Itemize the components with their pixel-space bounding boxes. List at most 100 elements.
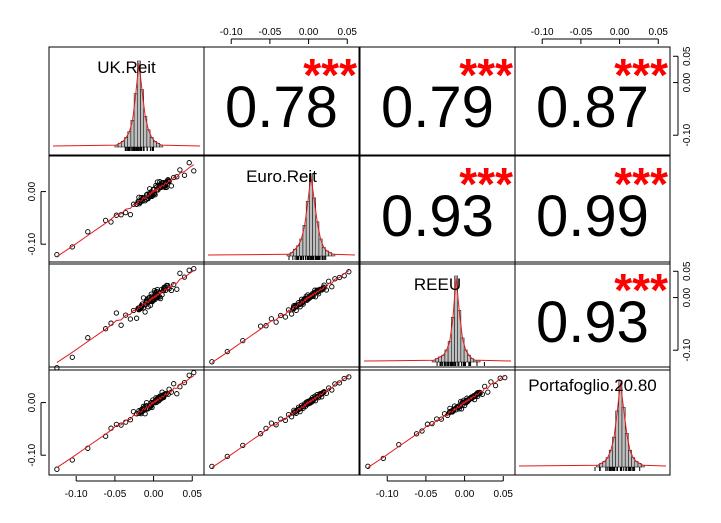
scatter-point bbox=[133, 315, 140, 321]
correlation-value: 0.87 bbox=[536, 75, 649, 140]
scatter-point bbox=[69, 244, 75, 250]
scatter-point bbox=[127, 211, 134, 218]
scatter-point bbox=[142, 309, 148, 315]
smooth-line bbox=[367, 375, 506, 469]
tick-label: -0.10 bbox=[27, 232, 38, 255]
scatter-point bbox=[209, 359, 215, 365]
scatter-point bbox=[285, 411, 292, 418]
scatter-point bbox=[462, 400, 468, 406]
scatter-point bbox=[419, 428, 425, 434]
scatter-point bbox=[341, 375, 347, 382]
panel-1-3: 0.99*** bbox=[514, 155, 671, 265]
tick-label: -0.10 bbox=[27, 443, 38, 466]
scatter-point bbox=[174, 286, 180, 292]
variable-label: Portafoglio.20.80 bbox=[528, 376, 657, 395]
scatter-point bbox=[450, 408, 457, 414]
smooth-line bbox=[56, 164, 195, 258]
panel-frame bbox=[203, 155, 360, 265]
tick-label: 0.05 bbox=[494, 489, 514, 500]
panel-1-0 bbox=[48, 155, 205, 265]
smooth-line bbox=[211, 375, 350, 469]
scatter-point bbox=[171, 281, 177, 288]
smooth-line bbox=[56, 270, 195, 364]
tick-label: 0.00 bbox=[682, 287, 693, 307]
scatter-point bbox=[144, 405, 150, 411]
panel-0-2: 0.79*** bbox=[359, 46, 516, 156]
scatter-point bbox=[257, 431, 264, 437]
panel-1-2: 0.93*** bbox=[359, 155, 516, 265]
panel-0-0: UK.Reit bbox=[48, 46, 205, 156]
correlation-value: 0.93 bbox=[381, 184, 494, 249]
scatter-point bbox=[492, 382, 499, 389]
panel-frame bbox=[514, 366, 671, 476]
scatter-point bbox=[469, 395, 475, 402]
tick-label: 0.05 bbox=[338, 27, 358, 38]
scatter-point bbox=[118, 212, 124, 218]
scatter-point bbox=[455, 404, 461, 411]
axis-left: -0.10 0.00 bbox=[27, 181, 46, 256]
panel-frame bbox=[48, 261, 205, 371]
tick-label: 0.00 bbox=[299, 27, 319, 38]
tick-label: 0.00 bbox=[27, 181, 38, 201]
scatter-point bbox=[113, 310, 120, 316]
axis-top: -0.10 -0.05 0.00 0.05 bbox=[220, 27, 358, 44]
tick-label: -0.10 bbox=[531, 27, 554, 38]
scatter-point bbox=[168, 183, 175, 189]
significance-stars: *** bbox=[459, 158, 513, 210]
scatter-point bbox=[438, 416, 445, 422]
scatter-point bbox=[282, 314, 289, 320]
scatter-point bbox=[138, 197, 145, 203]
scatter-point bbox=[186, 267, 192, 273]
scatter-point bbox=[318, 287, 324, 293]
scatter-point bbox=[85, 335, 91, 341]
scatter-point bbox=[288, 311, 295, 317]
scatter-point bbox=[474, 390, 480, 397]
scatter-point bbox=[123, 209, 129, 216]
panel-3-1 bbox=[203, 366, 360, 476]
significance-stars: *** bbox=[614, 264, 668, 316]
scatter-point bbox=[118, 322, 124, 328]
scatter-point bbox=[148, 190, 154, 197]
scatter-point bbox=[240, 337, 246, 344]
density-curve bbox=[52, 62, 201, 147]
scatter-point bbox=[139, 408, 146, 414]
scatter-point bbox=[54, 466, 60, 472]
tick-label: -0.10 bbox=[376, 489, 399, 500]
panel-3-0 bbox=[48, 366, 205, 476]
panel-frame bbox=[203, 46, 360, 156]
scatter-point bbox=[191, 265, 197, 272]
scatter-point bbox=[278, 416, 284, 422]
panel-2-2: REEU bbox=[359, 261, 516, 371]
axis-bottom: -0.10 -0.05 0.00 0.05 bbox=[65, 476, 203, 500]
panel-3-3: Portafoglio.20.80 bbox=[514, 366, 671, 476]
scatter-point bbox=[191, 369, 197, 376]
scatter-point bbox=[85, 229, 91, 235]
variable-label: Euro.Reit bbox=[246, 167, 317, 186]
significance-stars: *** bbox=[303, 49, 357, 101]
scatter-point bbox=[224, 453, 230, 460]
scatter-point bbox=[329, 284, 335, 290]
scatter-point bbox=[69, 354, 75, 360]
axis-top: -0.10 -0.05 0.00 0.05 bbox=[531, 27, 668, 44]
tick-label: 0.00 bbox=[682, 72, 693, 92]
tick-label: 0.05 bbox=[682, 46, 693, 66]
panel-3-2 bbox=[359, 366, 516, 476]
panel-2-3: 0.93*** bbox=[514, 261, 671, 371]
scatter-point bbox=[181, 274, 188, 280]
density-curve bbox=[363, 277, 512, 362]
tick-label: 0.05 bbox=[183, 489, 203, 500]
scatter-point bbox=[429, 420, 435, 427]
density-curve bbox=[207, 175, 356, 256]
panel-0-1: 0.78*** bbox=[203, 46, 360, 156]
tick-label: -0.10 bbox=[682, 123, 693, 146]
smooth-line bbox=[211, 270, 350, 364]
scatter-point bbox=[102, 326, 109, 332]
panel-frame bbox=[514, 155, 671, 265]
scatter-point bbox=[177, 270, 183, 276]
scatter-point bbox=[285, 307, 292, 313]
tick-label: 0.00 bbox=[610, 27, 630, 38]
panel-frame bbox=[514, 46, 671, 156]
scatter-point bbox=[278, 312, 284, 319]
tick-label: -0.05 bbox=[258, 27, 281, 38]
